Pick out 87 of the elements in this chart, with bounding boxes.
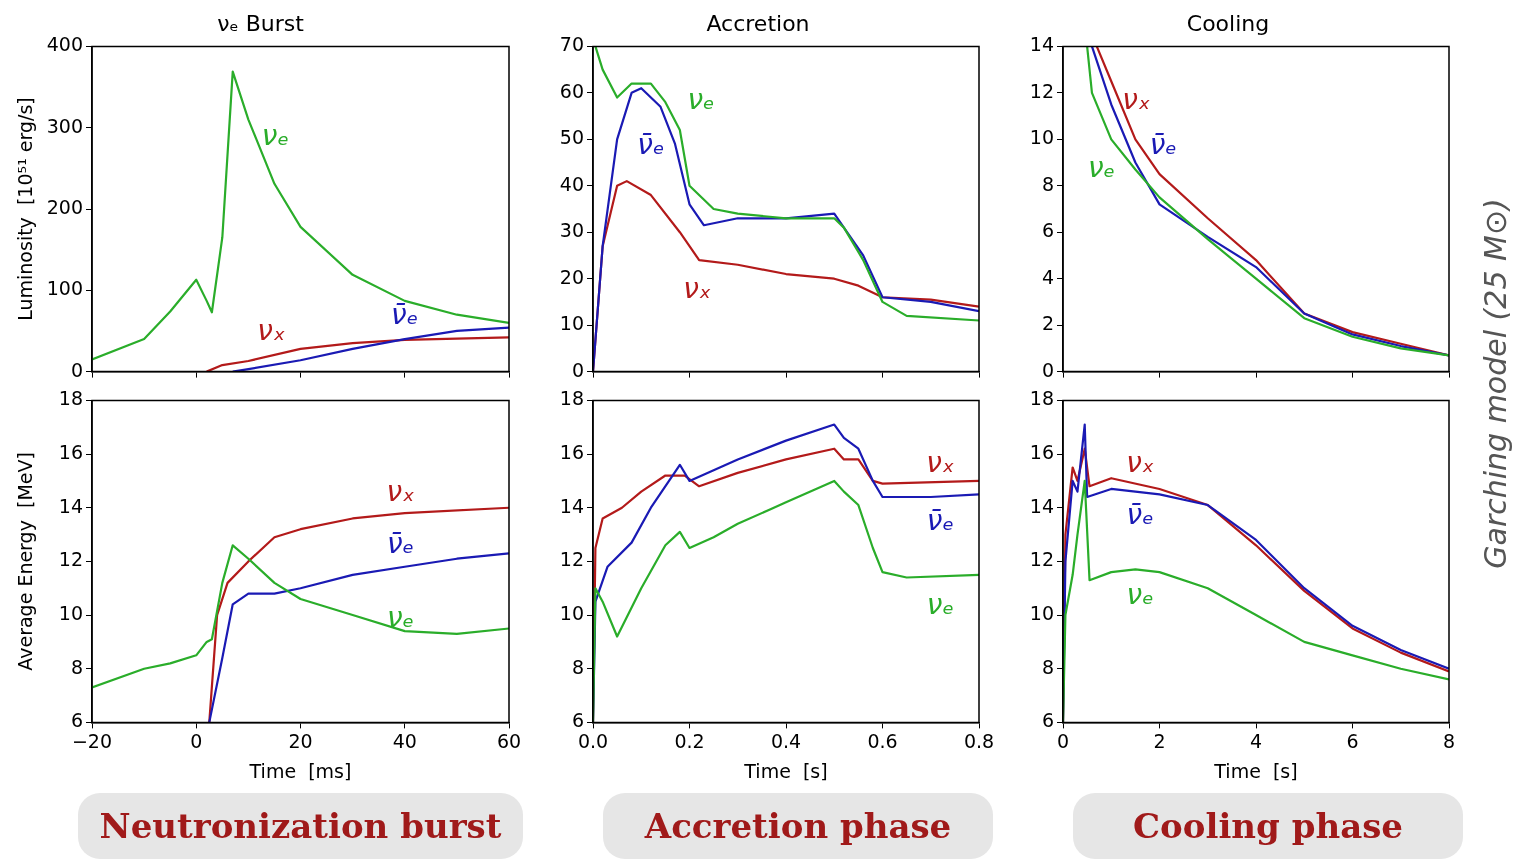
y-tick-label: 0 <box>1041 358 1054 381</box>
y-tick-label: 8 <box>1041 655 1054 678</box>
series-label: νₓ <box>926 446 955 480</box>
y-tick-label: 6 <box>1041 709 1054 732</box>
x-tick-label: 0 <box>190 729 203 752</box>
x-tick-label: 40 <box>392 729 417 752</box>
y-axis-title: Average Energy [MeV] <box>14 452 37 671</box>
x-tick-label: 0.2 <box>674 729 705 752</box>
series-label: νₑ <box>926 587 955 621</box>
x-axis-title: Time [s] <box>743 759 828 782</box>
y-tick-label: 10 <box>58 602 83 624</box>
series-label: νₓ <box>257 313 286 347</box>
y-tick-label: 8 <box>1041 172 1054 195</box>
x-tick-label: 0.8 <box>963 729 995 752</box>
series-label: νₓ <box>683 271 712 305</box>
x-tick-label: 4 <box>1249 729 1263 752</box>
y-tick-label: 12 <box>559 548 584 571</box>
series-label: νₓ <box>386 475 415 509</box>
y-tick-label: 8 <box>70 655 83 678</box>
y-tick-label: 6 <box>1041 219 1054 242</box>
series-label: νₑ <box>1087 151 1116 185</box>
y-tick-label: 50 <box>559 126 584 149</box>
series-label: ν̄ₑ <box>1149 128 1178 162</box>
text: Garching model (25 M⊙) <box>1477 197 1513 569</box>
y-tick-label: 40 <box>559 172 584 195</box>
chart-title: Accretion <box>706 10 810 36</box>
series-label: νₑ <box>687 82 715 116</box>
y-tick-label: 18 <box>1029 387 1054 410</box>
series-label: νₓ <box>1126 446 1155 480</box>
x-tick-label: 2 <box>1153 729 1166 752</box>
y-tick-label: 10 <box>1029 126 1054 149</box>
x-tick-label: 6 <box>1346 729 1359 752</box>
series-label: νₑ <box>1126 578 1154 612</box>
text: Neutronization burst <box>78 793 523 859</box>
y-tick-label: 12 <box>58 548 83 571</box>
y-tick-label: 14 <box>559 494 584 517</box>
y-tick-label: 0 <box>571 358 584 381</box>
x-axis-title: Time [s] <box>1213 759 1298 782</box>
x-tick-label: 8 <box>1442 729 1456 752</box>
y-tick-label: 6 <box>571 709 584 732</box>
series-label: νₑ <box>386 600 415 634</box>
series-label: νₓ <box>1122 82 1151 116</box>
y-tick-label: 10 <box>559 312 584 335</box>
y-tick-label: 16 <box>559 441 584 463</box>
x-tick-label: 20 <box>288 729 313 752</box>
y-tick-label: 0 <box>70 358 83 381</box>
chart-title: Cooling <box>1186 10 1270 36</box>
text: Cooling phase <box>1073 793 1463 859</box>
x-axis-title: Time [ms] <box>248 759 352 782</box>
series-label: ν̄ₑ <box>391 297 419 331</box>
x-tick-label: 0.0 <box>577 729 609 752</box>
y-tick-label: 16 <box>58 441 83 463</box>
y-tick-label: 6 <box>70 709 83 732</box>
y-tick-label: 10 <box>559 602 584 624</box>
y-tick-label: 10 <box>1029 602 1054 624</box>
y-tick-label: 12 <box>1029 79 1054 102</box>
y-tick-label: 60 <box>559 79 584 102</box>
y-tick-label: 30 <box>559 219 584 242</box>
series-label: ν̄ₑ <box>386 526 415 560</box>
y-tick-label: 20 <box>559 265 584 288</box>
x-tick-label: 0.6 <box>867 729 898 752</box>
y-tick-label: 70 <box>559 33 584 56</box>
y-tick-label: 14 <box>58 494 83 517</box>
x-tick-label: 0.4 <box>770 729 802 752</box>
x-tick-label: 0 <box>1056 729 1070 752</box>
y-tick-label: 300 <box>46 114 83 137</box>
y-tick-label: 18 <box>559 387 584 410</box>
x-tick-label: 60 <box>496 729 522 752</box>
y-tick-label: 4 <box>1041 265 1054 288</box>
chart-title: νₑ Burst <box>217 10 305 36</box>
y-tick-label: 16 <box>1029 441 1054 463</box>
series-label: νₑ <box>261 118 290 152</box>
y-axis-title: Luminosity [10⁵¹ erg/s] <box>14 97 37 321</box>
series-label: ν̄ₑ <box>926 504 955 538</box>
y-tick-label: 200 <box>46 195 83 218</box>
y-tick-label: 100 <box>46 277 83 300</box>
y-tick-label: 12 <box>1029 548 1054 571</box>
series-label: ν̄ₑ <box>637 128 665 162</box>
y-tick-label: 2 <box>1041 312 1054 335</box>
text: Accretion phase <box>603 793 993 859</box>
y-tick-label: 14 <box>1029 33 1054 56</box>
series-label: ν̄ₑ <box>1126 497 1154 531</box>
y-tick-label: 8 <box>571 655 584 678</box>
y-tick-label: 14 <box>1029 494 1054 517</box>
x-tick-label: −20 <box>71 729 113 752</box>
y-tick-label: 400 <box>46 33 83 56</box>
y-tick-label: 18 <box>58 387 83 410</box>
